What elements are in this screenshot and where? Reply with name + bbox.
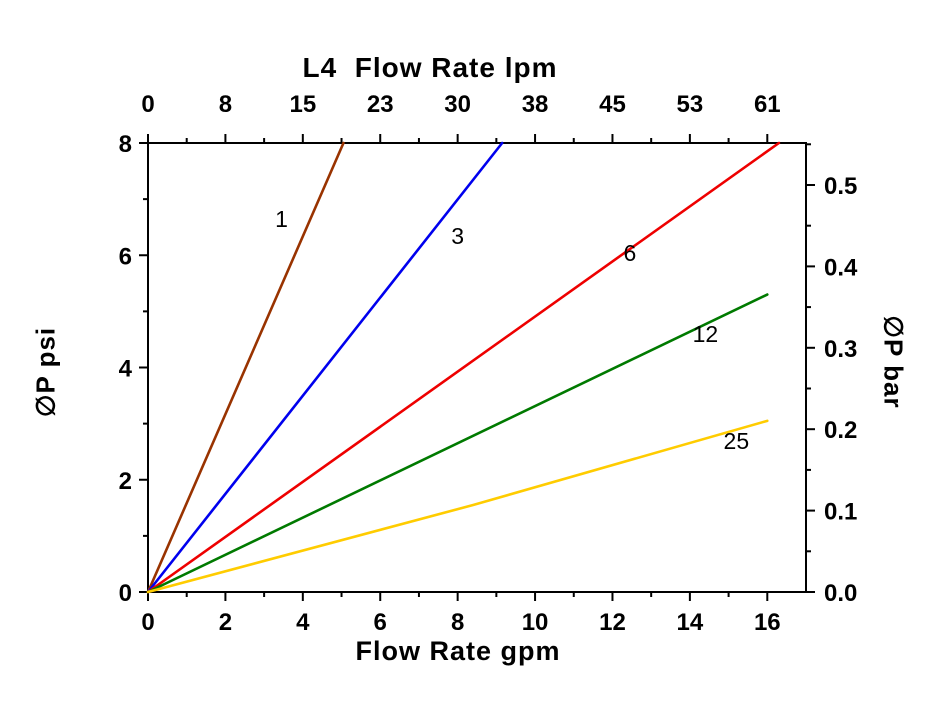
series-line-1 bbox=[146, 141, 345, 594]
top-tick-label: 0 bbox=[141, 91, 154, 118]
top-axis-title: L4 Flow Rate lpm bbox=[302, 52, 558, 83]
bar-tick-label: 0.3 bbox=[824, 336, 857, 363]
top-tick-label: 45 bbox=[599, 91, 626, 118]
series-label-6: 6 bbox=[623, 240, 636, 266]
series-line-25 bbox=[146, 419, 769, 594]
series-line-3 bbox=[146, 141, 504, 594]
x-tick-label: 4 bbox=[296, 609, 310, 636]
series-line-6 bbox=[146, 141, 781, 594]
x-tick-label: 0 bbox=[141, 609, 154, 636]
x-axis-label: Flow Rate gpm bbox=[355, 636, 561, 666]
y-axis-label-psi: ∅P psi bbox=[30, 326, 61, 418]
top-tick-label: 30 bbox=[444, 91, 471, 118]
x-tick-label: 10 bbox=[522, 609, 549, 636]
x-tick-label: 14 bbox=[677, 609, 704, 636]
y-tick-label: 0 bbox=[119, 580, 132, 607]
top-tick-label: 38 bbox=[522, 91, 549, 118]
series-label-1: 1 bbox=[275, 206, 288, 232]
x-tick-label: 16 bbox=[754, 609, 781, 636]
x-tick-label: 12 bbox=[599, 609, 626, 636]
y-tick-label: 8 bbox=[119, 131, 132, 158]
bar-tick-label: 0.1 bbox=[824, 499, 857, 526]
bar-tick-label: 0.5 bbox=[824, 173, 857, 200]
top-tick-label: 8 bbox=[219, 91, 232, 118]
x-tick-label: 2 bbox=[219, 609, 232, 636]
y-tick-label: 4 bbox=[119, 356, 133, 383]
top-tick-label: 23 bbox=[367, 91, 394, 118]
top-tick-label: 61 bbox=[754, 91, 781, 118]
top-tick-label: 53 bbox=[677, 91, 704, 118]
bar-tick-label: 0.0 bbox=[824, 580, 857, 607]
series-label-25: 25 bbox=[724, 428, 750, 454]
top-tick-label: 15 bbox=[289, 91, 316, 118]
y-tick-label: 2 bbox=[119, 468, 132, 495]
x-tick-label: 6 bbox=[374, 609, 387, 636]
series-line-12 bbox=[146, 293, 769, 594]
series-label-12: 12 bbox=[693, 321, 719, 347]
bar-tick-label: 0.2 bbox=[824, 417, 857, 444]
bar-tick-label: 0.4 bbox=[824, 254, 858, 281]
series-label-3: 3 bbox=[451, 223, 464, 249]
y-tick-label: 6 bbox=[119, 243, 132, 270]
y-axis-label-bar: ∅P bar bbox=[878, 315, 909, 409]
x-tick-label: 8 bbox=[451, 609, 464, 636]
